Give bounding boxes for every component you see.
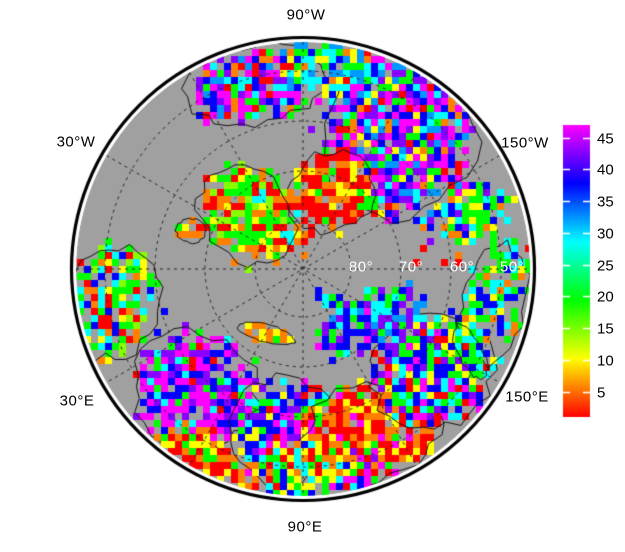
colorbar-tick-label: 20 bbox=[597, 288, 614, 305]
meridian-label-30w: 30°W bbox=[56, 133, 96, 151]
latitude-label-50: 50° bbox=[499, 258, 525, 276]
latitude-label-80: 80° bbox=[348, 258, 374, 276]
meridian-label-150w: 150°W bbox=[501, 134, 549, 152]
colorbar-tick-label: 25 bbox=[597, 257, 614, 274]
meridian-label-30e: 30°E bbox=[59, 392, 95, 410]
colorbar-tick-label: 35 bbox=[597, 193, 614, 210]
latitude-label-70: 70° bbox=[398, 258, 424, 276]
meridian-label-90w: 90°W bbox=[286, 6, 326, 24]
latitude-label-60: 60° bbox=[449, 258, 475, 276]
colorbar-tick-label: 30 bbox=[597, 225, 614, 242]
colorbar-tick-label: 10 bbox=[597, 352, 614, 369]
colorbar-tick-label: 45 bbox=[597, 130, 614, 147]
colorbar-tick-label: 40 bbox=[597, 161, 614, 178]
meridian-label-90e: 90°E bbox=[287, 518, 323, 536]
meridian-label-150e: 150°E bbox=[505, 388, 549, 406]
colorbar-tick-label: 5 bbox=[597, 384, 606, 401]
colorbar-tick-label: 15 bbox=[597, 320, 614, 337]
